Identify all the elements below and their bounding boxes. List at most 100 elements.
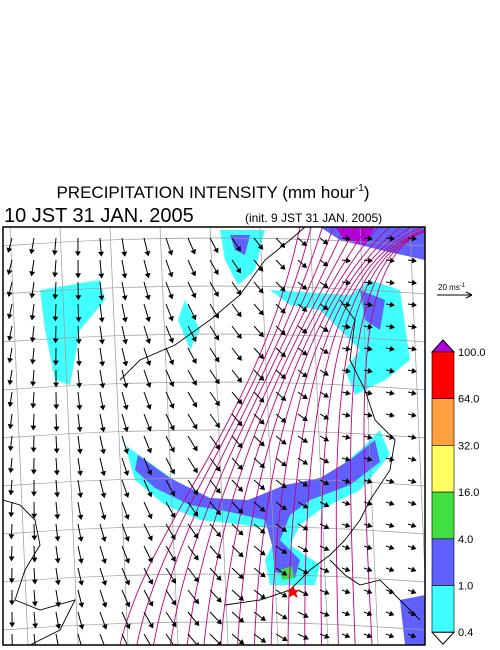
wind-head <box>237 486 244 492</box>
isobar <box>169 227 335 645</box>
wind-head <box>74 251 81 257</box>
parallel <box>3 285 425 295</box>
wind-head <box>146 404 152 410</box>
wind-head <box>367 500 373 507</box>
wind-head <box>144 272 151 279</box>
wind-head <box>345 279 351 286</box>
wind-head <box>260 615 266 621</box>
wind-head <box>191 380 197 386</box>
wind-head <box>389 345 395 352</box>
wind-head <box>367 323 373 330</box>
wind-head <box>169 468 175 475</box>
wind-head <box>6 247 13 253</box>
wind-head <box>238 639 245 645</box>
wind-head <box>344 632 351 639</box>
isobar <box>153 227 323 645</box>
colorbar-label: 100.0 <box>458 347 486 359</box>
wind-head <box>236 333 242 340</box>
wind-head <box>52 360 59 366</box>
wind-head <box>345 367 351 374</box>
wind-head <box>302 547 309 553</box>
wind-head <box>280 417 287 423</box>
wind-head <box>169 446 175 453</box>
wind-head <box>281 614 288 620</box>
precip-area <box>360 290 385 330</box>
wind-head <box>411 390 417 396</box>
wind-head <box>323 348 329 354</box>
wind-head <box>99 383 106 389</box>
isobar <box>304 227 424 645</box>
wind-head <box>323 414 330 420</box>
valid-time: 10 JST 31 JAN. 2005 <box>4 205 194 227</box>
wind-head <box>236 289 242 296</box>
wind-head <box>323 480 330 486</box>
wind-head <box>8 490 15 496</box>
wind-head <box>237 464 243 471</box>
wind-head <box>366 632 373 639</box>
wind-head <box>323 392 329 398</box>
wind-head <box>367 478 373 484</box>
wind-head <box>9 622 16 628</box>
wind-head <box>169 425 175 431</box>
wind-head <box>259 462 265 469</box>
wind-head <box>147 557 153 563</box>
wind-head <box>236 311 242 318</box>
wind-head <box>279 286 286 292</box>
wind-head <box>7 335 13 342</box>
wind-head <box>389 390 395 396</box>
wind-head <box>215 553 222 560</box>
wind-head <box>301 306 308 312</box>
wind-head <box>389 478 395 484</box>
wind-head <box>323 370 329 376</box>
wind-head <box>367 235 373 242</box>
wind-head <box>121 317 128 323</box>
colorbar-label: 32.0 <box>458 440 479 452</box>
wind-head <box>389 434 395 440</box>
wind-head <box>214 378 220 385</box>
wind-head <box>54 580 61 586</box>
title-main: PRECIPITATION INTENSITY (mm hour <box>56 183 355 202</box>
wind-head <box>236 398 243 405</box>
wind-head <box>213 269 219 276</box>
wind-head <box>191 358 197 364</box>
wind-head <box>31 601 38 607</box>
parallel <box>3 381 425 391</box>
isobar <box>237 227 379 645</box>
wind-head <box>123 448 129 455</box>
wind-head <box>302 393 308 400</box>
wind-head <box>146 491 153 498</box>
wind-head <box>51 250 58 256</box>
wind-head <box>344 544 351 551</box>
wind-head <box>30 403 37 409</box>
wind-head <box>366 610 373 617</box>
wind-head <box>192 445 198 452</box>
wind-head <box>366 588 373 595</box>
wind-head <box>301 328 308 334</box>
wind-head <box>410 588 417 595</box>
wind-head <box>322 326 329 332</box>
wind-head <box>324 633 330 639</box>
wind-head <box>101 536 107 542</box>
wind-head <box>193 620 200 627</box>
isobar <box>119 227 301 645</box>
wind-head <box>301 372 308 378</box>
colorbar-segment <box>431 398 455 446</box>
wind-head <box>260 571 266 578</box>
wind-head <box>344 610 351 617</box>
wind-head <box>169 490 176 497</box>
wind-head <box>366 566 373 573</box>
wind-head <box>8 600 15 606</box>
wind-head <box>302 503 309 509</box>
wind-head <box>322 261 329 267</box>
wind-head <box>411 367 417 374</box>
wind-head <box>323 567 330 573</box>
wind-head <box>6 269 13 275</box>
wind-head <box>30 447 37 453</box>
wind-head <box>215 531 222 538</box>
wind-head <box>170 578 176 584</box>
precip-area <box>220 230 265 285</box>
wind-head <box>78 602 85 608</box>
wind-head <box>410 632 417 639</box>
wind-head <box>281 482 287 489</box>
colorbar-label: 4.0 <box>458 534 473 546</box>
